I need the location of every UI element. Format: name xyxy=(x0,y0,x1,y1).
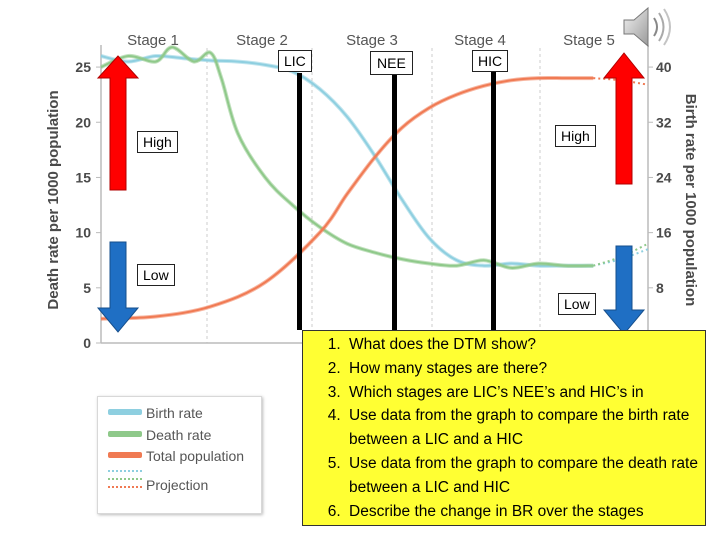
arrow-down-right-icon xyxy=(602,245,646,335)
series-birth-rate-halo xyxy=(100,53,594,268)
label-nee: NEE xyxy=(370,51,413,75)
stage-label-3: Stage 3 xyxy=(346,32,398,49)
left-tick-label: 10 xyxy=(75,225,91,241)
left-tick-label: 0 xyxy=(83,335,91,351)
bar-nee xyxy=(392,73,397,330)
projection-total-population xyxy=(593,77,649,86)
right-tick-label: 24 xyxy=(656,169,672,185)
legend-label: Death rate xyxy=(146,427,212,443)
questions-box: What does the DTM show? How many stages … xyxy=(302,330,706,526)
label-high-right: High xyxy=(555,125,596,147)
right-tick-label: 16 xyxy=(656,225,672,241)
stage-dividers xyxy=(206,48,541,343)
series-total-population xyxy=(100,76,594,320)
question-item: Use data from the graph to compare the d… xyxy=(345,452,699,500)
projection-swatch-icon xyxy=(108,470,142,488)
chart-legend: Birth rate Death rate Total population P… xyxy=(97,396,262,514)
right-axis-title: Birth rate per 1000 population xyxy=(682,94,699,307)
bar-lic xyxy=(297,73,302,330)
stage-label-1: Stage 1 xyxy=(127,32,179,49)
right-tick-label: 8 xyxy=(656,280,664,296)
left-axis-ticks: 0 5 10 15 20 25 xyxy=(75,59,101,351)
speaker-icon[interactable] xyxy=(620,4,676,50)
legend-label: Projection xyxy=(146,477,209,493)
label-hic: HIC xyxy=(472,50,509,72)
legend-label: Birth rate xyxy=(146,405,203,421)
left-tick-label: 5 xyxy=(83,280,91,296)
series-birth-rate xyxy=(100,54,594,267)
question-item: Use data from the graph to compare the b… xyxy=(345,404,699,452)
label-high-left: High xyxy=(137,131,178,153)
series-death-rate xyxy=(100,46,594,269)
label-lic: LIC xyxy=(278,50,312,72)
right-axis-ticks: 8 16 24 32 40 xyxy=(648,59,672,296)
questions-list: What does the DTM show? How many stages … xyxy=(303,331,705,523)
left-tick-label: 20 xyxy=(75,114,91,130)
question-item: How many stages are there? xyxy=(345,357,699,381)
stage-label-2: Stage 2 xyxy=(236,32,288,49)
question-item: Describe the change in BR over the stage… xyxy=(345,500,699,524)
arrow-down-left-icon xyxy=(96,241,140,333)
stage-label-4: Stage 4 xyxy=(454,32,506,49)
label-low-left: Low xyxy=(137,264,175,286)
label-low-right: Low xyxy=(558,293,596,315)
series-group xyxy=(100,45,649,321)
left-tick-label: 15 xyxy=(75,169,91,185)
right-tick-label: 40 xyxy=(656,59,672,75)
projection-death-rate xyxy=(593,242,649,267)
bar-hic xyxy=(491,70,496,330)
stage-label-5: Stage 5 xyxy=(563,32,615,49)
left-tick-label: 25 xyxy=(75,59,91,75)
arrow-up-left-icon xyxy=(96,55,140,191)
question-item: What does the DTM show? xyxy=(345,333,699,357)
legend-label: Total population xyxy=(146,448,245,464)
economy-bars xyxy=(297,70,496,330)
arrow-up-right-icon xyxy=(602,52,646,185)
question-item: Which stages are LIC’s NEE’s and HIC’s i… xyxy=(345,381,699,405)
left-axis-title: Death rate per 1000 population xyxy=(45,90,62,309)
right-tick-label: 32 xyxy=(656,114,672,130)
